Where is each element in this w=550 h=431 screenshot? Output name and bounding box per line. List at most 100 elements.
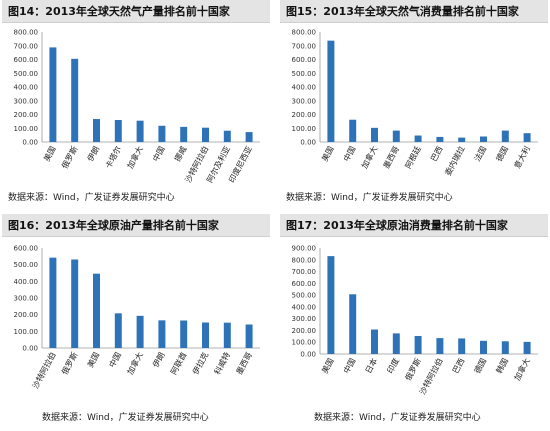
y-tick-label: 600.00 [292,56,317,64]
x-category-label: 俄罗斯 [403,356,423,382]
bar [71,259,79,348]
y-tick-label: 700.00 [292,42,317,50]
bar [136,120,144,142]
bar [371,329,378,354]
x-category-label: 中国 [150,144,166,163]
bar [245,324,253,348]
x-category-label: 伊朗 [150,350,166,369]
x-category-label: 日本 [363,356,379,375]
bar [458,338,466,354]
y-tick-label: 100.00 [292,125,317,133]
chart-title-bar: 图15：2013年全球天然气消费量排名前十国家 [280,0,548,23]
x-category-label: 伊朗 [85,144,101,163]
bar [49,257,57,348]
y-tick-label: 700.00 [292,268,317,276]
x-category-label: 墨西哥 [235,351,254,376]
bar [349,119,357,142]
x-category-label: 委内瑞拉 [443,144,467,177]
y-tick-label: 800.00 [292,256,317,264]
x-category-label: 美国 [319,144,335,163]
y-tick-label: 200.00 [14,311,39,319]
bar [414,335,422,354]
bar [480,340,487,354]
bar-chart-17: 0.00 100.00 200.00 300.00 400.00 500.00 600.00… [292,245,538,396]
chart-title-bar: 图14：2013年全球天然气产量排名前十国家 [2,0,270,23]
bar [245,132,253,142]
x-category-label: 科威特 [212,350,232,376]
bar [180,126,188,142]
y-tick-label: 300.00 [14,295,39,303]
bar [501,130,509,142]
bar [480,136,487,142]
x-category-label: 中国 [107,350,123,369]
source-note: 数据来源：Wind，广发证券发展研究中心 [314,413,481,423]
x-category-label: 俄罗斯 [59,350,79,376]
x-category-label: 加拿大 [125,350,145,376]
chart-panel-14: 图14：2013年全球天然气产量排名前十国家 0.00 100.00 200.00 3… [2,0,270,205]
y-tick-label: 100.00 [292,339,317,347]
y-tick-label: 600.00 [292,280,317,288]
x-category-label: 法国 [472,144,488,163]
y-tick-label: 100.00 [14,328,39,336]
y-tick-label: 800.00 [292,29,317,37]
y-tick-label: 400.00 [292,303,317,311]
bar [501,341,509,354]
bar [327,256,335,354]
x-category-label: 沙特阿拉伯 [30,350,58,390]
y-tick-label: 500.00 [292,70,317,78]
y-tick-label: 900.00 [292,245,317,253]
chart-title: 图14：2013年全球天然气产量排名前十国家 [8,5,230,18]
x-category-label: 美国 [319,356,335,375]
bar [414,135,422,142]
source-note: 数据来源：Wind，广发证券发展研究中心 [286,193,453,203]
x-category-label: 德国 [472,356,488,375]
bar [371,127,378,142]
chart-title-bar: 图17：2013年全球原油消费量排名前十国家 [280,214,548,237]
bar-chart-15: 0.00 100.00 200.00 300.00 400.00 500.00 600.00… [292,29,538,177]
y-tick-label: 0.00 [22,345,38,353]
bar [392,130,400,142]
bar [523,341,531,354]
bar [436,136,444,142]
y-tick-label: 0.00 [300,139,316,147]
x-category-label: 阿联酋 [168,350,188,376]
bar [458,137,466,142]
x-category-label: 卡塔尔 [103,144,123,170]
chart-panel-16: 图16：2013年全球原油产量排名前十国家 0.00 100.00 200.00 30… [2,214,270,426]
bar [349,294,357,354]
y-tick-label: 800.00 [14,29,39,37]
bar [158,125,166,142]
bar-chart-16: 0.00 100.00 200.00 300.00 400.00 500.00 600.00… [14,245,260,390]
x-category-label: 伊拉克 [190,350,210,376]
y-tick-label: 0.00 [22,139,38,147]
x-category-label: 挪威 [172,144,188,163]
y-tick-label: 600.00 [14,245,39,253]
bar [202,322,209,348]
x-category-label: 美国 [85,350,101,369]
bar [93,273,100,348]
y-tick-label: 500.00 [292,292,317,300]
y-tick-label: 300.00 [14,97,39,105]
x-category-label: 加拿大 [125,144,145,170]
y-tick-label: 200.00 [14,111,39,119]
y-tick-label: 500.00 [14,261,39,269]
x-category-label: 加拿大 [512,356,532,382]
y-tick-label: 300.00 [292,315,317,323]
y-tick-label: 500.00 [14,70,39,78]
source-note: 数据来源：Wind，广发证券发展研究中心 [8,193,175,203]
y-tick-label: 400.00 [14,84,39,92]
bar [114,120,122,142]
bar [71,58,79,142]
chart-title: 图15：2013年全球天然气消费量排名前十国家 [286,5,519,18]
x-category-label: 意大利 [512,144,532,170]
bar [202,127,209,142]
x-category-label: 阿根廷 [403,144,423,170]
x-category-label: 俄罗斯 [59,144,79,170]
bar [436,338,444,354]
bar [158,320,166,348]
x-category-label: 巴西 [451,357,466,375]
bar [49,47,57,142]
x-category-label: 墨西哥 [382,145,401,170]
x-category-label: 加拿大 [359,144,379,170]
source-note: 数据来源：Wind，广发证券发展研究中心 [42,413,209,423]
